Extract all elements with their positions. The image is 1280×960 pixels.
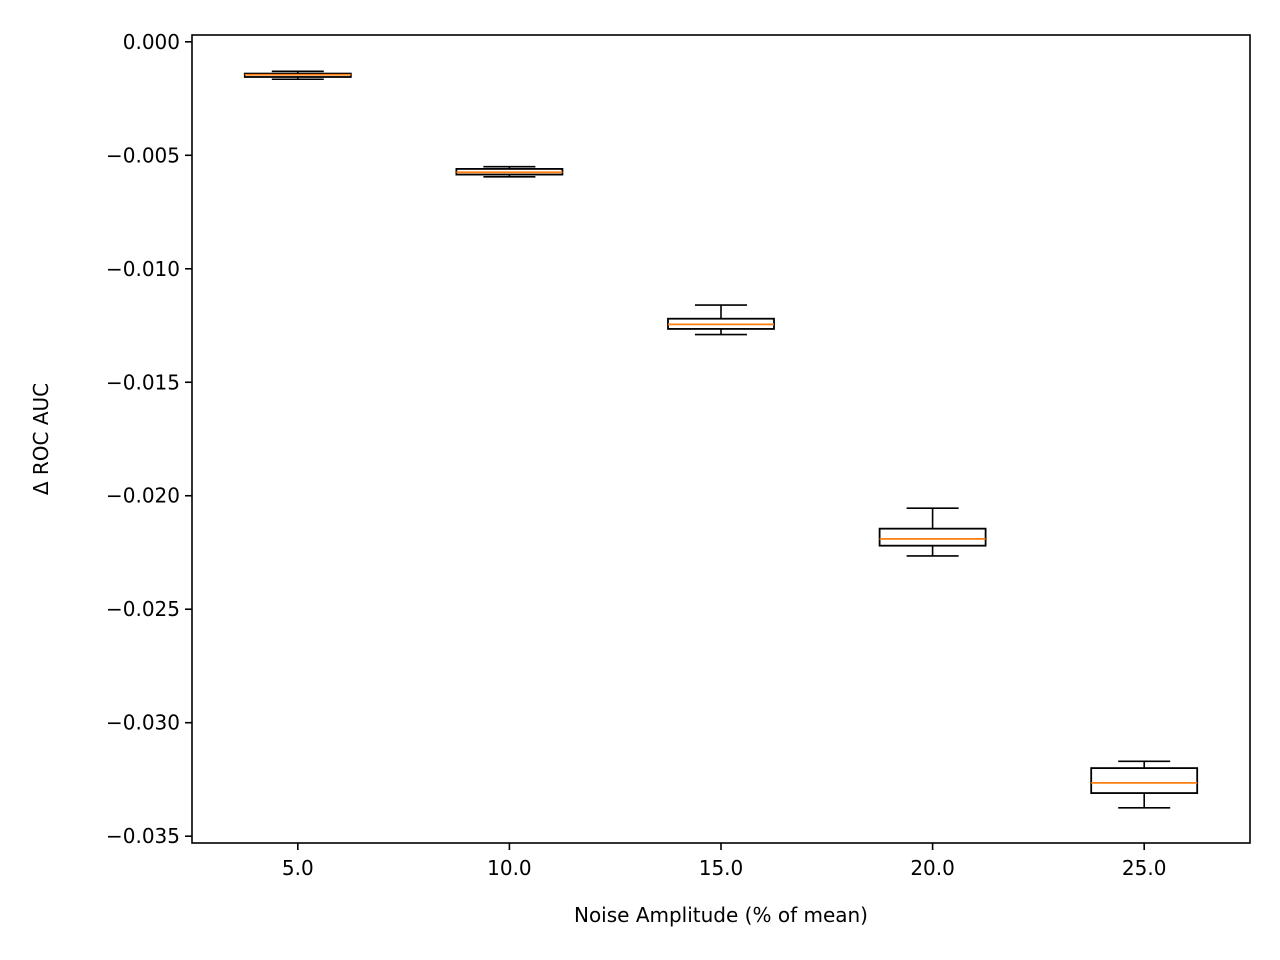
box-plot-series [243,70,1199,809]
box-group [878,507,987,557]
y-tick-label: −0.010 [106,257,180,281]
x-axis-label: Noise Amplitude (% of mean) [574,903,868,927]
box-group [455,165,564,178]
y-axis-ticks: 0.000 −0.005 −0.010 −0.015 −0.020 −0.025 −0.03… [106,30,192,848]
x-tick-label: 10.0 [487,856,532,880]
x-axis-ticks: 5.0 10.0 15.0 20.0 25.0 [282,843,1167,880]
x-tick-label: 15.0 [699,856,744,880]
y-tick-label: −0.015 [106,370,180,394]
box-group [667,304,775,336]
box [878,527,987,547]
y-tick-label: −0.035 [106,824,180,848]
y-axis-label: Δ ROC AUC [29,383,53,495]
x-tick-label: 20.0 [910,856,955,880]
y-tick-label: −0.020 [106,484,180,508]
y-tick-label: −0.005 [106,143,180,167]
box-group [1090,760,1199,809]
x-tick-label: 5.0 [282,856,314,880]
plot-frame [191,34,1251,844]
y-tick-label: −0.030 [106,711,180,735]
x-tick-label: 25.0 [1122,856,1167,880]
y-tick-label: −0.025 [106,597,180,621]
box [1090,767,1199,794]
box-group [243,70,352,81]
y-tick-label: 0.000 [123,30,180,54]
